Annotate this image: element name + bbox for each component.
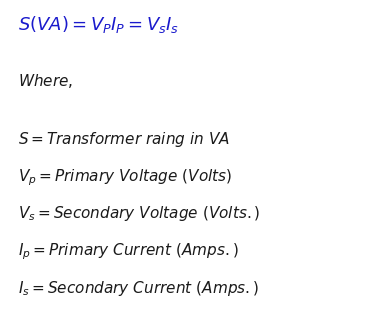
Text: $\mathit{V_s} = \mathit{Secondary\ Voltage\ (Volts.)}$: $\mathit{V_s} = \mathit{Secondary\ Volta… bbox=[18, 204, 261, 224]
Text: $\mathit{S} = \mathit{Transformer\ raing\ in\ VA}$: $\mathit{S} = \mathit{Transformer\ raing… bbox=[18, 130, 231, 149]
Text: $\mathit{Where,}$: $\mathit{Where,}$ bbox=[18, 72, 74, 90]
Text: $\mathit{V_p} = \mathit{Primary\ Voltage\ (Volts)}$: $\mathit{V_p} = \mathit{Primary\ Voltage… bbox=[18, 167, 233, 188]
Text: $\mathit{I_p} = \mathit{Primary\ Current\ (Amps.)}$: $\mathit{I_p} = \mathit{Primary\ Current… bbox=[18, 241, 239, 262]
Text: $\mathit{I_s} = \mathit{Secondary\ Current\ (Amps.)}$: $\mathit{I_s} = \mathit{Secondary\ Curre… bbox=[18, 279, 259, 298]
Text: $\mathit{S(VA)} = \mathit{V_P}\mathit{I_P} = \mathit{V_s}\mathit{I_s}$: $\mathit{S(VA)} = \mathit{V_P}\mathit{I_… bbox=[18, 14, 180, 35]
